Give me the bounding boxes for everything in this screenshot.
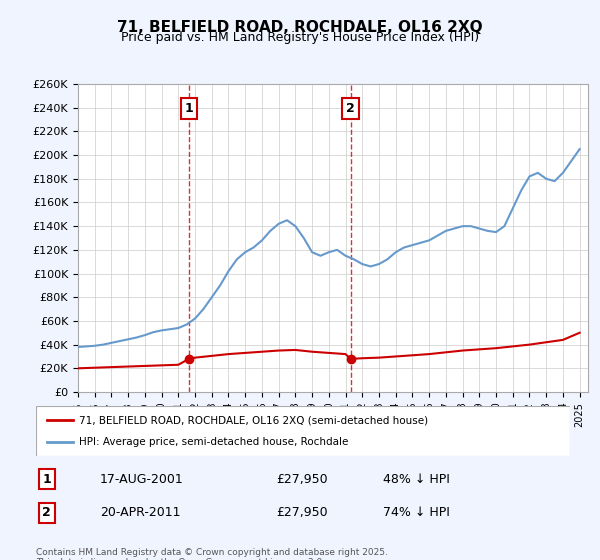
Text: Price paid vs. HM Land Registry's House Price Index (HPI): Price paid vs. HM Land Registry's House … [121,31,479,44]
Text: 2: 2 [346,102,355,115]
Text: 1: 1 [43,473,51,486]
Text: 17-AUG-2001: 17-AUG-2001 [100,473,184,486]
Text: 48% ↓ HPI: 48% ↓ HPI [383,473,450,486]
Text: 20-APR-2011: 20-APR-2011 [100,506,181,520]
Text: 74% ↓ HPI: 74% ↓ HPI [383,506,450,520]
Text: £27,950: £27,950 [277,506,328,520]
Text: HPI: Average price, semi-detached house, Rochdale: HPI: Average price, semi-detached house,… [79,437,348,447]
Text: 2: 2 [43,506,51,520]
Text: 1: 1 [184,102,193,115]
Text: 71, BELFIELD ROAD, ROCHDALE, OL16 2XQ (semi-detached house): 71, BELFIELD ROAD, ROCHDALE, OL16 2XQ (s… [79,415,428,425]
Text: 71, BELFIELD ROAD, ROCHDALE, OL16 2XQ: 71, BELFIELD ROAD, ROCHDALE, OL16 2XQ [117,20,483,35]
Text: £27,950: £27,950 [277,473,328,486]
Text: Contains HM Land Registry data © Crown copyright and database right 2025.
This d: Contains HM Land Registry data © Crown c… [36,548,388,560]
